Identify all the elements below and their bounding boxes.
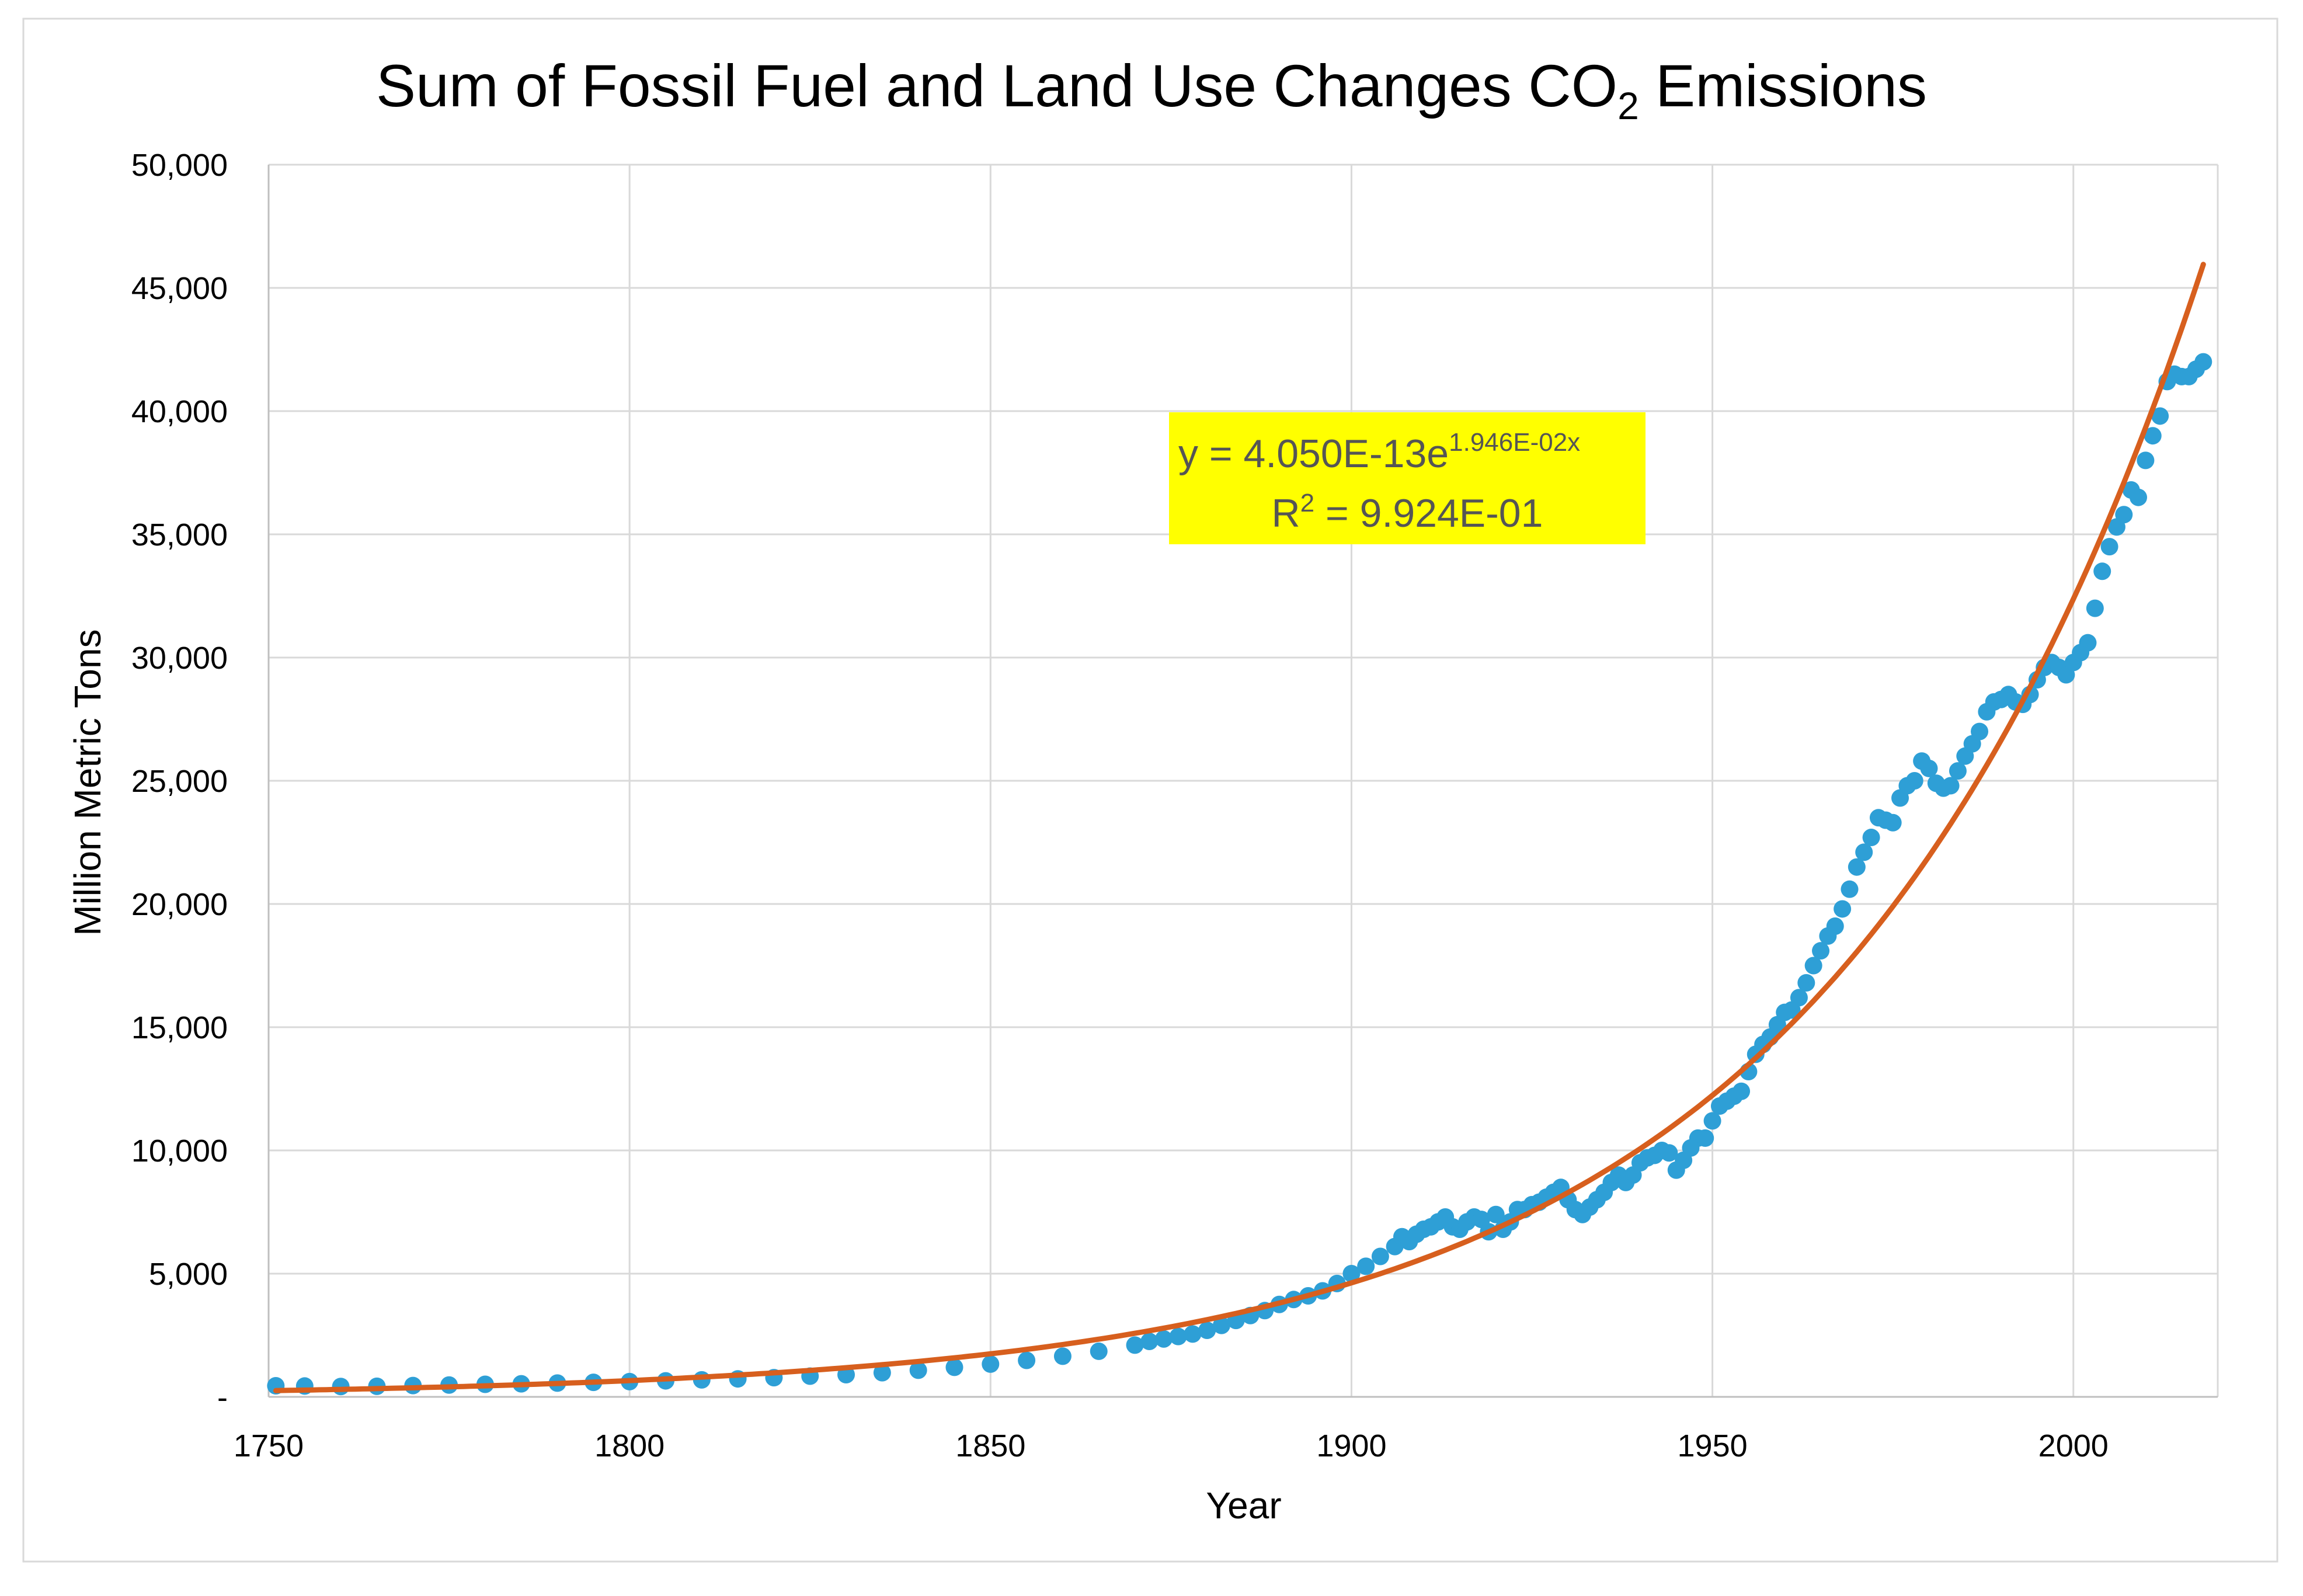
trendline [273, 262, 2206, 1393]
data-point [1797, 974, 1815, 992]
data-point [2144, 427, 2162, 445]
data-point [2100, 538, 2118, 556]
data-point [1790, 989, 1808, 1007]
chart-title-subscript: 2 [1617, 84, 1639, 127]
y-tick-label: 15,000 [131, 1010, 228, 1045]
x-tick-label: 1950 [1678, 1428, 1748, 1463]
data-point [909, 1361, 927, 1379]
data-point [1804, 957, 1822, 975]
data-point [1696, 1129, 1714, 1147]
y-tick-label: 20,000 [131, 887, 228, 922]
data-point [1942, 777, 1960, 795]
data-point [2115, 506, 2133, 524]
y-tick-label: 50,000 [131, 148, 228, 183]
data-point [2079, 634, 2097, 652]
equation-box: y = 4.050E-13e1.946E-02x R2 = 9.924E-01 [1169, 412, 1646, 544]
data-point [982, 1355, 1000, 1373]
axes [267, 165, 2218, 1398]
trendline-series [273, 262, 2206, 1393]
data-point [945, 1358, 963, 1376]
data-point [1733, 1082, 1751, 1100]
y-tick-label: 35,000 [131, 517, 228, 552]
data-point [1487, 1205, 1505, 1223]
data-point [2151, 407, 2169, 425]
data-point [1126, 1336, 1144, 1354]
y-tick-label: 40,000 [131, 394, 228, 429]
data-point [2086, 599, 2104, 617]
data-point [1660, 1144, 1678, 1162]
data-point [2194, 353, 2212, 371]
data-point [1971, 722, 1989, 740]
data-point [1703, 1112, 1721, 1130]
x-tick-label: 2000 [2038, 1428, 2109, 1463]
data-point [1905, 772, 1923, 790]
data-point [332, 1378, 350, 1396]
y-tick-label: - [217, 1380, 228, 1415]
chart-title: Sum of Fossil Fuel and Land Use Changes … [376, 53, 1927, 127]
y-tick-label: 10,000 [131, 1133, 228, 1169]
x-tick-label: 1750 [234, 1428, 304, 1463]
data-point [873, 1364, 891, 1382]
y-tick-label: 5,000 [149, 1257, 228, 1292]
data-point [1342, 1265, 1361, 1282]
data-point [1862, 829, 1880, 847]
equation-exponent: 1.946E-02x [1449, 428, 1580, 457]
tick-labels: - 5,000 10,000 15,000 20,000 25,000 30,000 35,0… [131, 148, 2109, 1463]
data-point [1198, 1322, 1216, 1340]
data-point [1848, 858, 1866, 876]
r-squared-superscript: 2 [1300, 489, 1314, 517]
data-point [1090, 1342, 1108, 1360]
data-point [1053, 1347, 1072, 1365]
data-point [1169, 1327, 1187, 1345]
data-point [1018, 1351, 1036, 1369]
data-point [1184, 1325, 1202, 1343]
data-point [1357, 1257, 1375, 1275]
data-point [1371, 1247, 1389, 1265]
data-point [1212, 1316, 1230, 1334]
y-tick-label: 30,000 [131, 641, 228, 676]
data-point [2093, 562, 2111, 580]
data-point [2130, 488, 2148, 506]
data-point [1826, 917, 1844, 935]
y-tick-label: 25,000 [131, 764, 228, 799]
data-point [1920, 759, 1938, 777]
x-tick-label: 1850 [955, 1428, 1025, 1463]
x-tick-label: 1900 [1316, 1428, 1386, 1463]
data-point [1855, 843, 1873, 861]
x-tick-label: 1800 [594, 1428, 665, 1463]
x-axis-label: Year [1206, 1484, 1281, 1527]
data-point [1812, 942, 1830, 960]
y-axis-label: Million Metric Tons [67, 629, 109, 936]
data-point [1834, 900, 1852, 918]
data-point [1949, 762, 1967, 780]
r-squared-line: R2 = 9.924E-01 [1272, 489, 1543, 536]
data-point [2137, 451, 2155, 470]
data-point [1155, 1330, 1173, 1348]
equation-line: y = 4.050E-13e1.946E-02x [1178, 428, 1580, 476]
y-tick-label: 45,000 [131, 271, 228, 306]
data-point [1884, 813, 1902, 832]
data-point [1841, 880, 1859, 898]
data-point [1140, 1333, 1159, 1351]
